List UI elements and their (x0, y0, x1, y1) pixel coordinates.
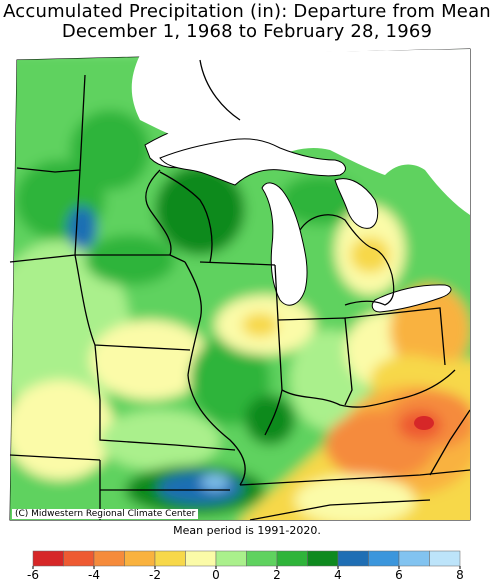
lake-huron (334, 178, 379, 229)
border-ks-ok (9, 454, 101, 461)
lower-michigan-outline (299, 214, 395, 306)
legend-bin (246, 550, 278, 567)
border-oh-pa (344, 307, 446, 366)
border-nd-mn (16, 74, 86, 173)
upper-peninsula (159, 138, 346, 186)
lake-erie (371, 284, 452, 313)
legend-bin (398, 550, 430, 567)
border-mn-wi (145, 169, 172, 256)
border-in-oh (277, 317, 353, 406)
legend-bin (276, 550, 308, 567)
border-tn-south (249, 499, 431, 521)
legend-tick-label: 8 (456, 568, 464, 582)
border-il-mo-river (187, 374, 246, 486)
border-mn-canada (199, 59, 241, 121)
map-subtitle: December 1, 1968 to February 28, 1969 (61, 21, 433, 42)
color-legend (32, 550, 461, 569)
border-ky-tn (239, 469, 471, 486)
legend-tick-label: -4 (88, 568, 100, 582)
legend-bin (124, 550, 156, 567)
border-wi-il (199, 261, 276, 266)
legend-tick-label: 6 (395, 568, 403, 582)
canada-land (131, 49, 470, 215)
border-mo-ks-ar (94, 344, 236, 451)
legend-tick-label: -6 (27, 568, 39, 582)
legend-tick-label: 0 (212, 568, 220, 582)
legend-bin (32, 550, 64, 567)
legend-bin (307, 550, 339, 567)
legend-tick-label: -2 (149, 568, 161, 582)
legend-bin (93, 550, 125, 567)
credit-label: (C) Midwestern Regional Climate Center (12, 509, 199, 519)
border-wi-mi (159, 171, 213, 263)
legend-bin (368, 550, 400, 567)
legend-bin (185, 550, 217, 567)
legend-tick-label: 2 (273, 568, 281, 582)
legend-bin (154, 550, 186, 567)
border-ohio-river (281, 369, 456, 408)
precipitation-map (9, 48, 471, 521)
legend-tick-label: 4 (334, 568, 342, 582)
legend-bin (63, 550, 95, 567)
border-ia-mo (74, 254, 191, 351)
border-va-ky (429, 409, 471, 476)
mean-period-note: Mean period is 1991-2020. (173, 524, 321, 537)
legend-bin (429, 550, 461, 567)
border-ia-il (184, 261, 202, 376)
legend-bin (337, 550, 369, 567)
map-title: Accumulated Precipitation (in): Departur… (3, 1, 491, 22)
legend-bin (215, 550, 247, 567)
min-departure-spot (414, 416, 434, 430)
lake-michigan (261, 182, 308, 306)
